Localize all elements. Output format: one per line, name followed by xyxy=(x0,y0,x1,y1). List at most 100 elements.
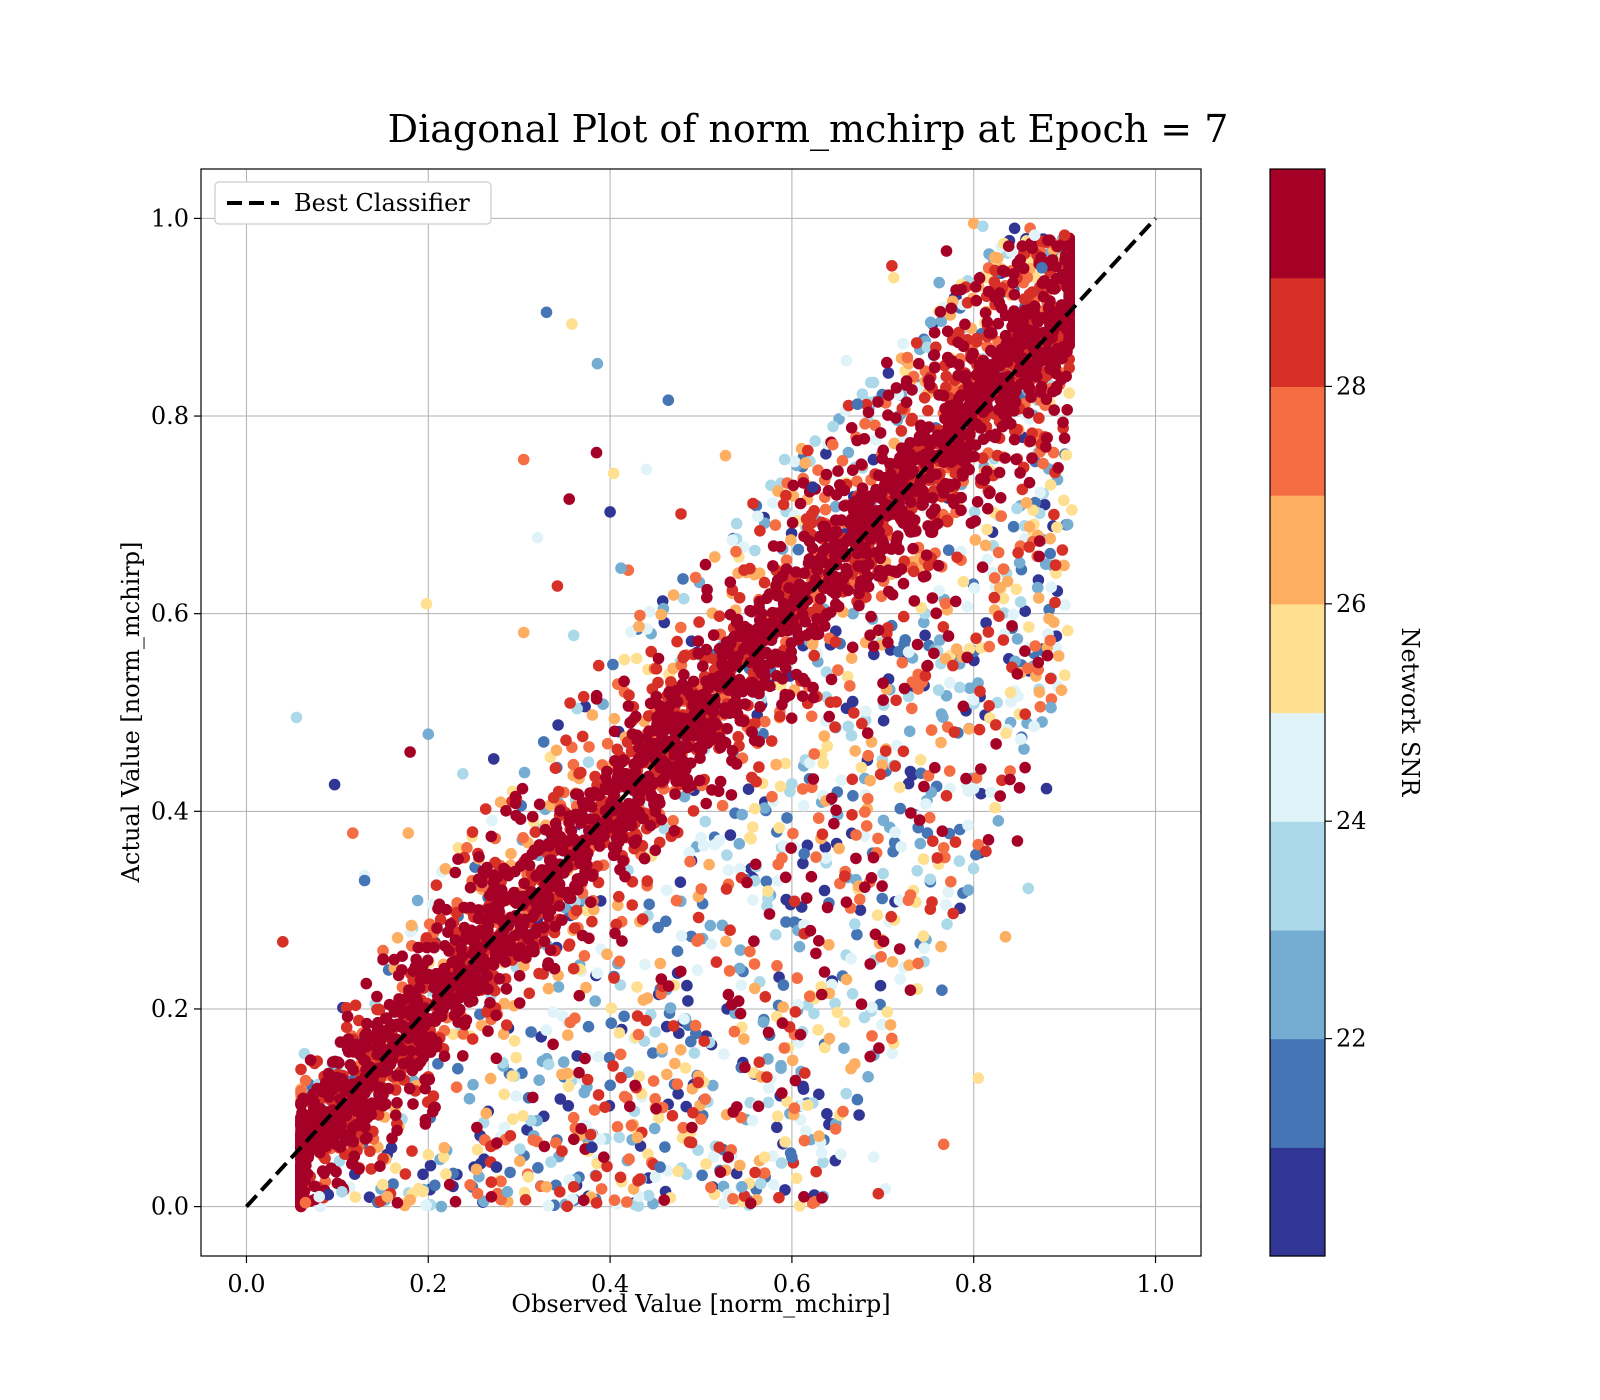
scatter-point xyxy=(859,881,871,893)
scatter-point xyxy=(918,942,930,954)
scatter-point xyxy=(562,835,575,847)
scatter-point xyxy=(607,1060,619,1072)
scatter-point xyxy=(911,638,924,651)
scatter-point xyxy=(919,670,932,682)
scatter-point xyxy=(979,539,992,552)
scatter-point xyxy=(766,790,778,803)
scatter-point xyxy=(399,1168,412,1180)
scatter-point xyxy=(877,814,890,827)
scatter-point xyxy=(809,435,821,447)
scatter-point xyxy=(626,899,638,911)
scatter-point xyxy=(867,453,880,466)
scatter-point xyxy=(836,455,849,467)
scatter-point xyxy=(590,693,603,705)
scatter-point xyxy=(623,1153,635,1165)
scatter-point xyxy=(874,768,887,781)
scatter-point xyxy=(754,701,766,713)
scatter-point xyxy=(800,892,813,904)
scatter-point xyxy=(391,1124,403,1137)
scatter-point xyxy=(340,1002,353,1014)
scatter-point xyxy=(780,916,792,928)
scatter-point xyxy=(875,488,887,501)
scatter-point xyxy=(790,1172,803,1185)
scatter-point xyxy=(894,802,907,815)
scatter-point xyxy=(586,870,598,882)
scatter-point xyxy=(655,608,667,621)
scatter-point xyxy=(1056,544,1069,556)
scatter-point xyxy=(855,458,868,471)
scatter-point xyxy=(440,1168,452,1180)
scatter-point xyxy=(502,869,515,882)
scatter-point xyxy=(948,726,961,738)
scatter-point xyxy=(551,836,563,849)
scatter-point xyxy=(797,857,809,870)
scatter-point xyxy=(860,820,873,832)
scatter-point xyxy=(746,771,758,784)
scatter-point xyxy=(671,696,684,708)
scatter-point xyxy=(614,1171,627,1184)
scatter-point xyxy=(486,814,498,827)
scatter-point xyxy=(959,318,971,331)
scatter-point xyxy=(1044,532,1056,545)
scatter-point xyxy=(1061,624,1074,637)
scatter-point xyxy=(412,941,425,954)
scatter-point xyxy=(1022,662,1034,675)
scatter-point xyxy=(577,690,590,703)
scatter-point xyxy=(906,702,918,715)
scatter-point xyxy=(509,790,522,803)
scatter-point xyxy=(1057,416,1069,429)
scatter-point xyxy=(935,736,947,749)
scatter-point xyxy=(937,842,950,854)
scatter-point xyxy=(654,957,667,970)
scatter-point xyxy=(846,641,859,654)
scatter-point xyxy=(590,1170,602,1182)
scatter-point xyxy=(877,694,889,706)
scatter-point xyxy=(648,798,660,810)
scatter-point xyxy=(865,736,878,748)
scatter-point xyxy=(471,1121,483,1134)
scatter-point xyxy=(874,979,887,992)
scatter-point xyxy=(968,582,981,594)
scatter-point xyxy=(570,904,583,917)
scatter-point xyxy=(671,635,683,648)
scatter-point xyxy=(333,1057,345,1069)
scatter-point xyxy=(808,649,820,662)
scatter-point xyxy=(794,497,807,510)
scatter-point xyxy=(935,940,947,953)
scatter-point xyxy=(922,404,934,417)
scatter-point xyxy=(687,1107,699,1119)
scatter-point xyxy=(779,871,792,884)
scatter-point xyxy=(419,1118,432,1130)
scatter-point xyxy=(833,842,845,855)
scatter-point xyxy=(708,839,721,851)
scatter-point xyxy=(819,1041,831,1054)
scatter-point xyxy=(876,880,888,892)
scatter-point xyxy=(934,306,947,318)
scatter-point xyxy=(1028,720,1040,733)
scatter-point xyxy=(840,1087,852,1100)
scatter-point xyxy=(820,542,833,554)
scatter-point xyxy=(754,525,766,537)
scatter-point xyxy=(411,894,424,907)
scatter-point xyxy=(990,719,1002,731)
scatter-point xyxy=(1038,498,1051,511)
scatter-point xyxy=(659,1141,671,1153)
scatter-point xyxy=(687,805,700,817)
scatter-point xyxy=(864,774,876,787)
scatter-point xyxy=(480,1107,493,1120)
scatter-point xyxy=(346,1121,359,1134)
scatter-point xyxy=(862,1071,874,1083)
scatter-point xyxy=(989,429,1002,442)
scatter-point xyxy=(837,1105,849,1118)
scatter-point xyxy=(979,307,992,319)
scatter-point xyxy=(932,684,945,696)
scatter-point xyxy=(579,1052,591,1065)
scatter-point xyxy=(634,609,646,622)
scatter-point xyxy=(798,1191,810,1203)
scatter-point xyxy=(797,477,810,489)
scatter-point xyxy=(964,682,976,694)
scatter-point xyxy=(762,1026,775,1039)
scatter-point xyxy=(295,1063,307,1076)
scatter-point xyxy=(707,1079,719,1092)
scatter-point xyxy=(970,632,982,645)
